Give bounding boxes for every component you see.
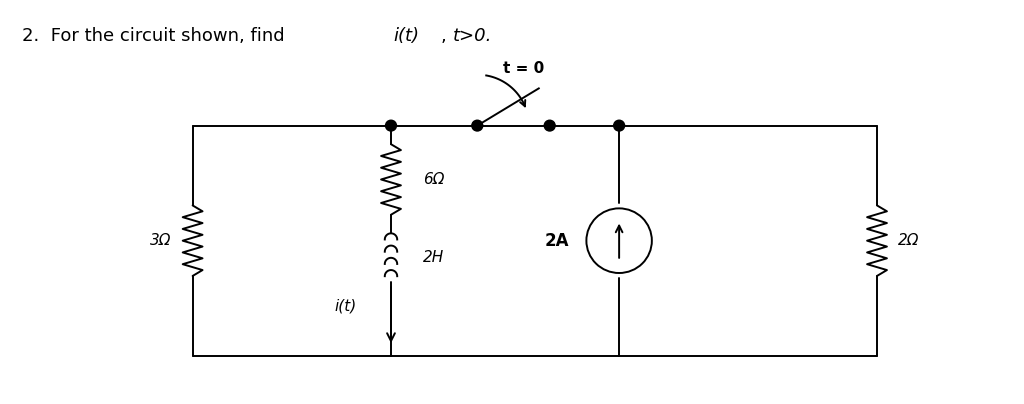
Text: 2.  For the circuit shown, find: 2. For the circuit shown, find bbox=[23, 27, 291, 44]
Circle shape bbox=[386, 120, 396, 131]
Text: 6Ω: 6Ω bbox=[423, 172, 444, 187]
Circle shape bbox=[472, 120, 482, 131]
Circle shape bbox=[544, 120, 555, 131]
Text: i(t): i(t) bbox=[334, 299, 356, 314]
Text: 2H: 2H bbox=[423, 250, 444, 265]
Circle shape bbox=[473, 121, 481, 130]
Text: 2Ω: 2Ω bbox=[898, 233, 920, 248]
Text: t>0.: t>0. bbox=[453, 27, 492, 44]
Text: 2A: 2A bbox=[545, 231, 569, 250]
Text: ,: , bbox=[440, 27, 452, 44]
Circle shape bbox=[613, 120, 625, 131]
Text: i(t): i(t) bbox=[393, 27, 419, 44]
Text: t = 0: t = 0 bbox=[503, 61, 544, 76]
Text: 3Ω: 3Ω bbox=[151, 233, 172, 248]
